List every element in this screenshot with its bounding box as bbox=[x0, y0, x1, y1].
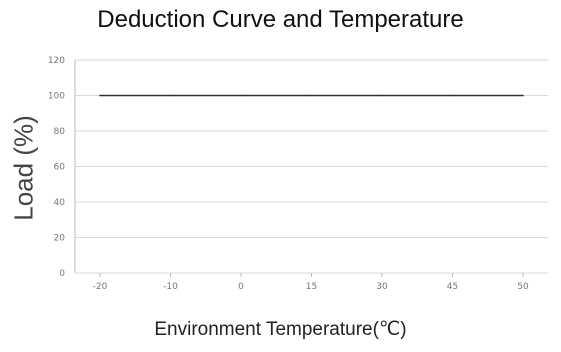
data-point bbox=[99, 94, 101, 97]
data-point bbox=[381, 94, 383, 97]
y-tick-label: 80 bbox=[54, 127, 66, 137]
x-tick-label: 30 bbox=[376, 282, 388, 292]
x-tick-label: 50 bbox=[517, 282, 529, 292]
y-tick-label: 40 bbox=[54, 198, 66, 208]
x-tick-label: -10 bbox=[163, 282, 178, 292]
x-tick-label: 0 bbox=[238, 282, 244, 292]
chart-title: Deduction Curve and Temperature bbox=[97, 6, 464, 33]
x-tick-label: 15 bbox=[306, 282, 317, 292]
y-tick-label: 0 bbox=[59, 269, 65, 279]
data-point bbox=[240, 94, 242, 97]
y-tick-label: 120 bbox=[48, 56, 65, 66]
y-tick-label: 60 bbox=[54, 163, 66, 173]
data-point bbox=[169, 94, 172, 97]
x-tick-label: -20 bbox=[93, 282, 108, 292]
x-tick-label: 45 bbox=[447, 282, 458, 292]
data-point bbox=[522, 94, 524, 97]
y-tick-label: 20 bbox=[54, 234, 66, 244]
data-point bbox=[451, 94, 454, 97]
x-axis-label: Environment Temperature(℃) bbox=[154, 319, 407, 340]
y-tick-label: 100 bbox=[48, 92, 65, 102]
data-point bbox=[310, 94, 313, 97]
